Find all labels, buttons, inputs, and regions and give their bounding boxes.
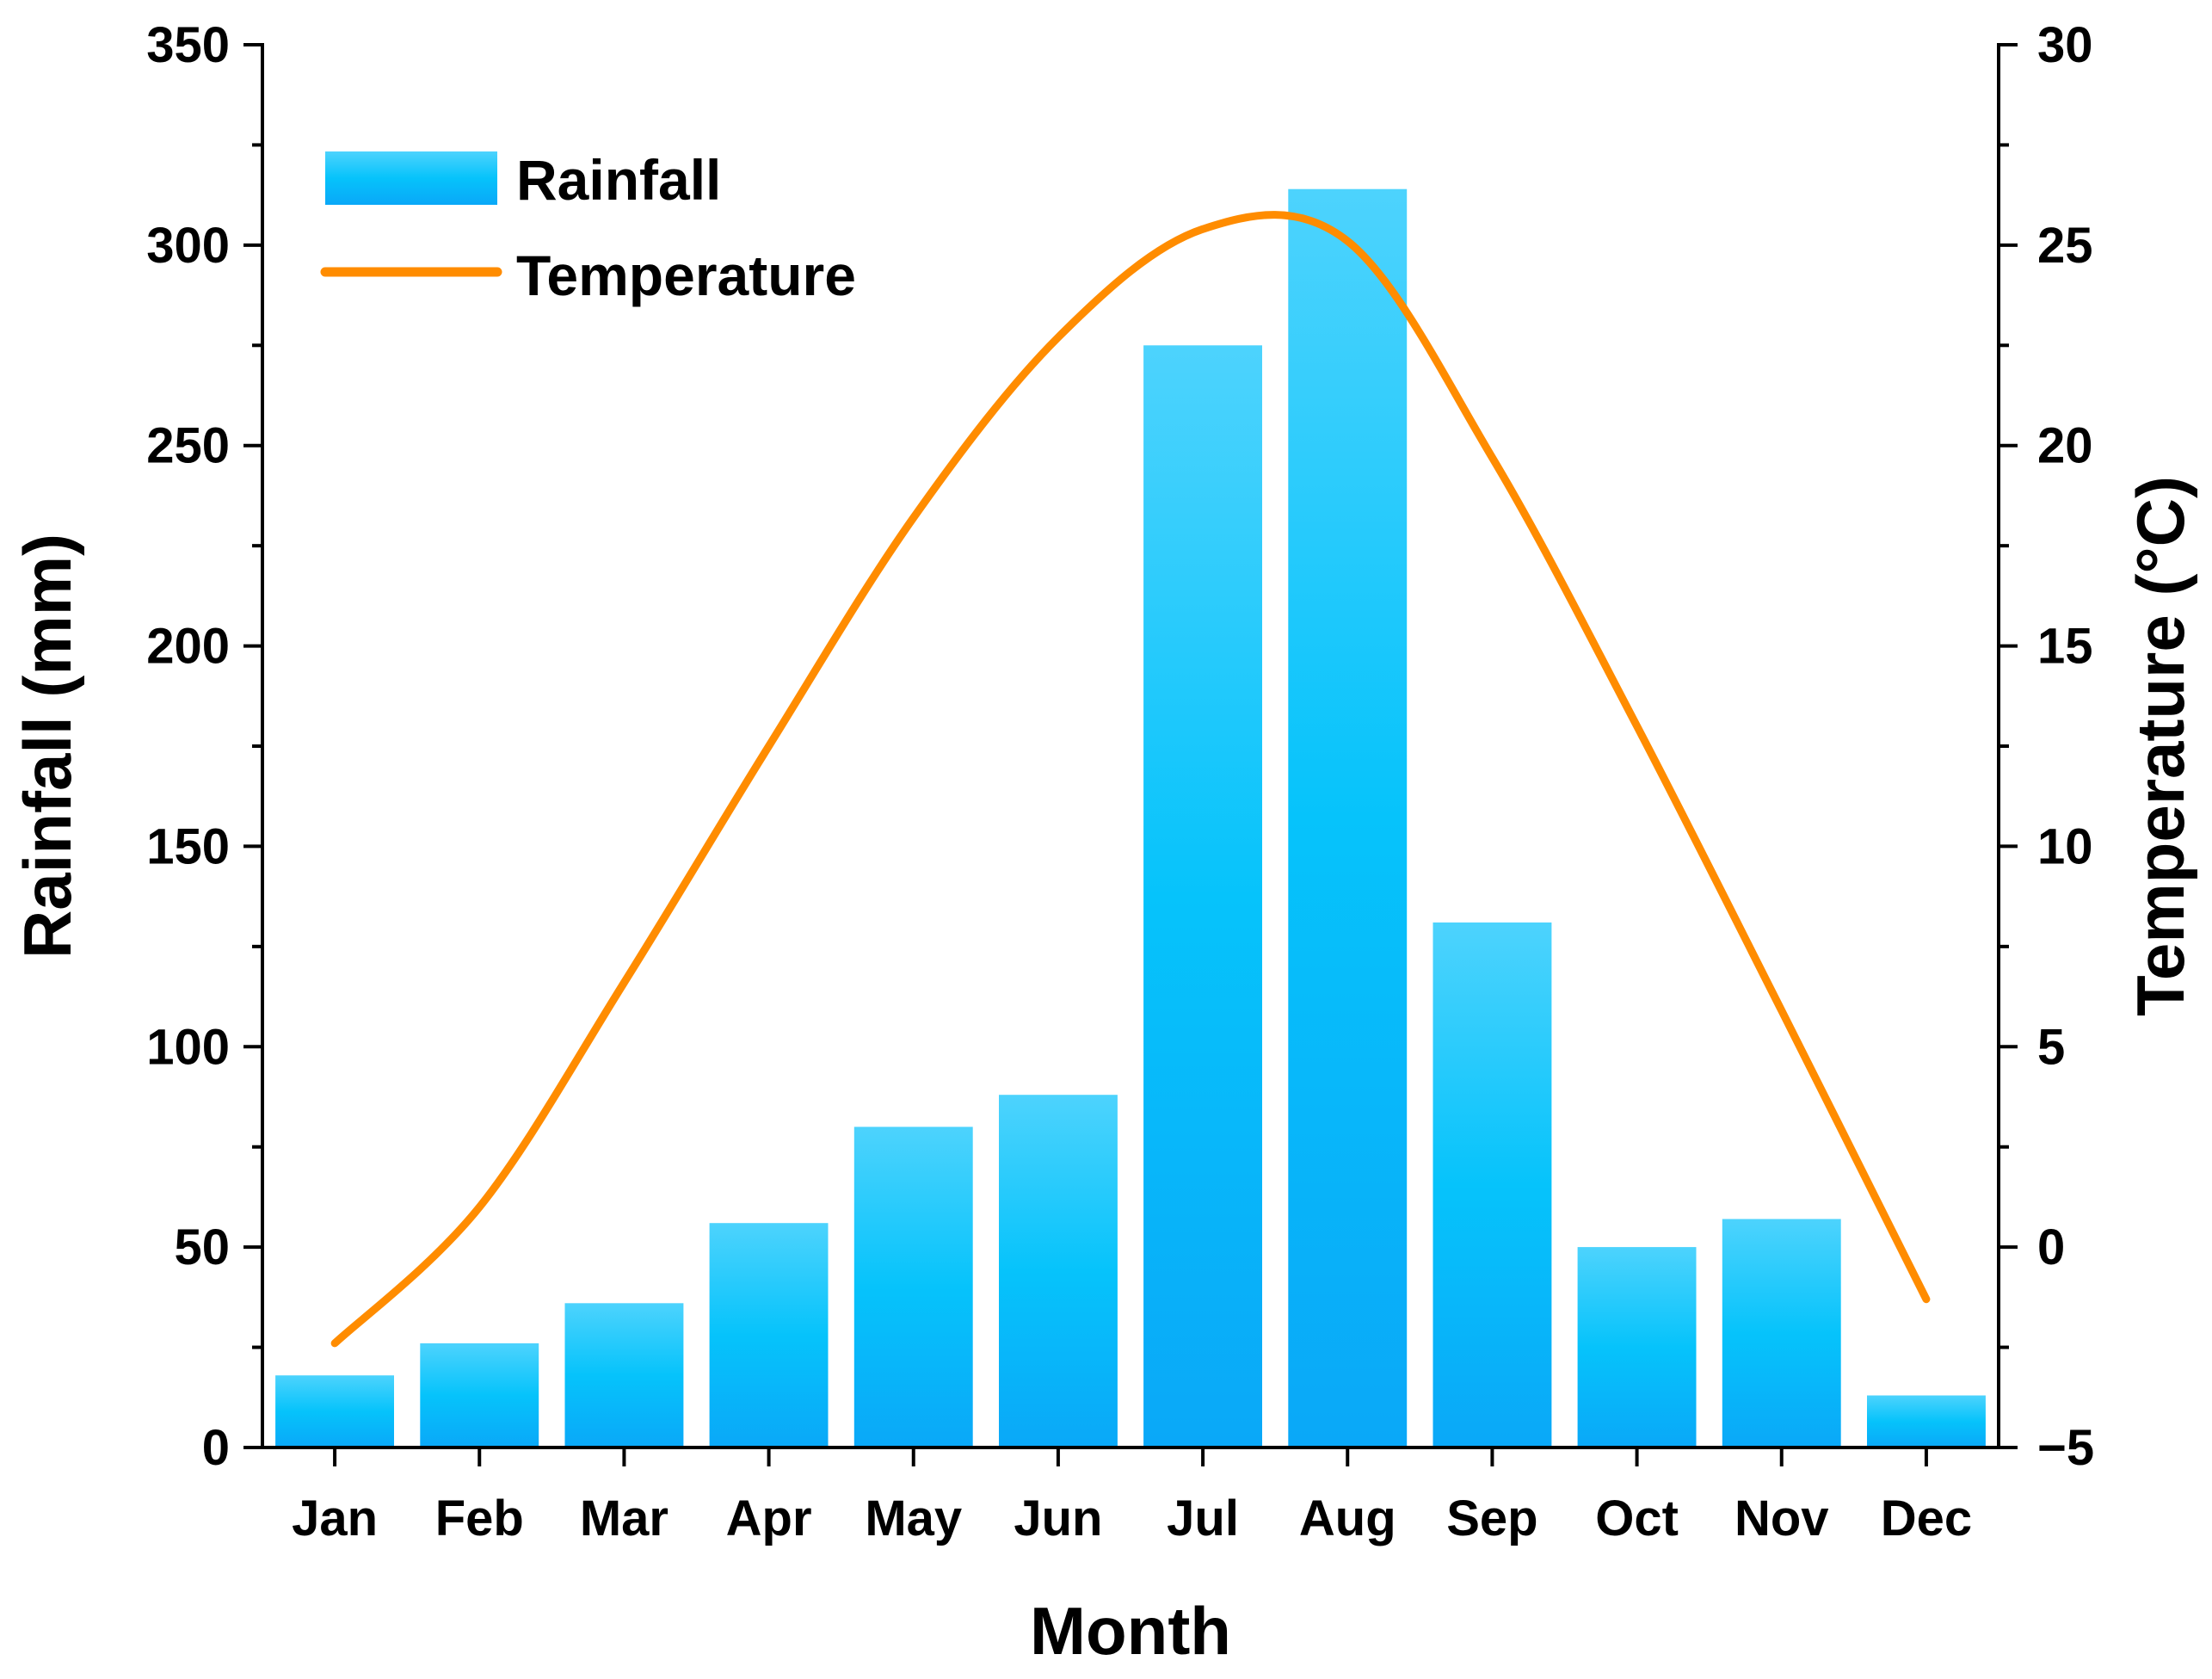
rainfall-bar-sep <box>1433 922 1552 1448</box>
x-tick-label: Apr <box>726 1491 812 1546</box>
y-left-tick-label: 0 <box>202 1420 230 1476</box>
line-layer <box>330 211 1931 1348</box>
rainfall-bar-jan <box>275 1375 394 1448</box>
x-tick-label: Jan <box>292 1491 378 1546</box>
rainfall-bar-dec <box>1867 1395 1986 1448</box>
y-left-tick-label: 100 <box>146 1019 230 1075</box>
legend-rainfall-label: Rainfall <box>516 148 721 212</box>
x-tick-label: Sep <box>1446 1491 1537 1546</box>
x-tick-label: Nov <box>1734 1491 1829 1546</box>
x-tick-label: Jul <box>1167 1491 1239 1546</box>
y-left-tick-label: 300 <box>146 218 230 274</box>
x-tick-label: Aug <box>1299 1491 1396 1546</box>
y-left-tick-label: 250 <box>146 418 230 474</box>
rainfall-bar-jun <box>999 1095 1118 1448</box>
y-left-tick-label: 50 <box>174 1219 230 1275</box>
y-right-tick-label: 0 <box>2037 1219 2065 1275</box>
rainfall-bar-jul <box>1143 345 1262 1448</box>
rainfall-bar-oct <box>1577 1247 1697 1448</box>
y-right-tick-label: 25 <box>2037 218 2093 274</box>
y-right-tick-label: 10 <box>2037 818 2093 874</box>
y-left-tick-label: 150 <box>146 818 230 874</box>
x-axis-title: Month <box>1030 1593 1231 1669</box>
rainfall-bar-mar <box>564 1303 684 1448</box>
rainfall-bar-apr <box>709 1223 829 1448</box>
y-right-tick-label: 15 <box>2037 619 2093 675</box>
temperature-line <box>330 211 1931 1348</box>
x-tick-label: Feb <box>435 1491 524 1546</box>
legend: Rainfall Temperature <box>320 148 856 307</box>
x-tick-label: Jun <box>1014 1491 1102 1546</box>
x-tick-label: Mar <box>580 1491 669 1546</box>
y-left-axis-title: Rainfall (mm) <box>9 534 85 959</box>
x-tick-label: Oct <box>1595 1491 1679 1546</box>
y-right-tick-label: 20 <box>2037 418 2093 474</box>
y-left-tick-label: 350 <box>146 17 230 73</box>
y-right-tick-label: −5 <box>2037 1420 2094 1476</box>
rainfall-bar-feb <box>420 1343 539 1448</box>
y-right-axis-title: Temperature (°C) <box>2123 476 2198 1016</box>
x-tick-label: May <box>865 1491 962 1546</box>
legend-rainfall-swatch <box>325 151 497 205</box>
rainfall-bar-nov <box>1722 1219 1841 1448</box>
y-right-tick-label: 30 <box>2037 17 2093 73</box>
labels-layer: 0 50 100 150 200 250 300 350 −5 0 5 10 15 20 25 30 Jan Fe… <box>9 17 2198 1669</box>
x-tick-label: Dec <box>1881 1491 1972 1546</box>
rainfall-bar-may <box>853 1127 973 1448</box>
rainfall-bar-aug <box>1288 188 1408 1448</box>
y-right-tick-label: 5 <box>2037 1019 2065 1075</box>
legend-temperature-label: Temperature <box>516 244 856 307</box>
y-left-tick-label: 200 <box>146 619 230 675</box>
axes-layer <box>243 43 2018 1466</box>
bars-layer <box>275 188 1986 1448</box>
